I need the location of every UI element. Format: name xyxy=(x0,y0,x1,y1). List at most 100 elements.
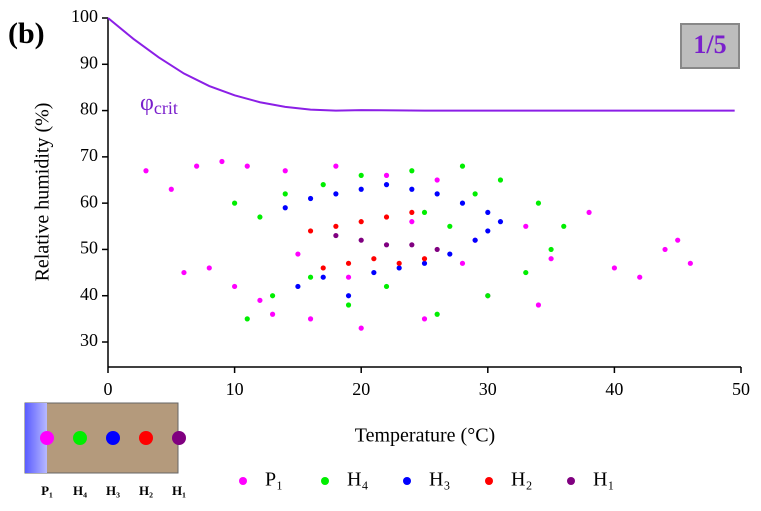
x-tick-label: 40 xyxy=(605,379,623,399)
legend-marker xyxy=(321,477,329,485)
point xyxy=(244,316,250,322)
point xyxy=(295,283,301,290)
point xyxy=(687,260,693,266)
point xyxy=(535,200,542,206)
point xyxy=(371,269,377,276)
point xyxy=(232,200,238,206)
point xyxy=(307,274,314,280)
point xyxy=(282,191,288,197)
point xyxy=(459,200,466,206)
point xyxy=(447,251,453,257)
inset-wall xyxy=(25,403,47,473)
point xyxy=(434,191,440,197)
inset-label: H₃ xyxy=(106,483,120,498)
y-tick-label: 60 xyxy=(80,191,98,211)
x-tick-label: 20 xyxy=(352,379,370,399)
legend-label: H₁ xyxy=(593,469,614,491)
point xyxy=(523,269,529,276)
point xyxy=(219,158,225,165)
point xyxy=(383,172,390,178)
legend-marker xyxy=(239,477,247,485)
y-tick-label: 30 xyxy=(80,330,98,350)
inset-label: P₁ xyxy=(41,483,53,498)
point xyxy=(320,182,326,188)
point xyxy=(637,274,643,280)
point xyxy=(269,293,276,299)
y-tick-label: 90 xyxy=(80,52,98,72)
point xyxy=(497,219,504,225)
line xyxy=(107,17,735,112)
point xyxy=(548,246,554,253)
point xyxy=(409,186,415,192)
inset-dot xyxy=(139,431,153,445)
y-tick-label: 100 xyxy=(71,6,98,26)
point xyxy=(396,260,402,266)
point xyxy=(561,223,567,229)
point xyxy=(307,316,314,322)
y-tick-label: 70 xyxy=(80,145,98,165)
point xyxy=(282,205,288,211)
point xyxy=(181,269,187,276)
point xyxy=(611,265,618,271)
x-tick-label: 10 xyxy=(226,379,244,399)
point xyxy=(675,237,681,243)
point xyxy=(307,195,314,202)
point xyxy=(434,311,440,317)
point xyxy=(383,214,390,220)
y-axis-label: Relative humidity (%) xyxy=(32,103,54,282)
inset-dot xyxy=(106,431,120,445)
point xyxy=(409,168,415,174)
point xyxy=(206,265,212,271)
point xyxy=(409,242,415,248)
point xyxy=(409,209,415,216)
legend-label: H₂ xyxy=(511,469,532,491)
inset-dot xyxy=(40,431,54,445)
point xyxy=(257,214,263,220)
point xyxy=(320,265,326,271)
y-tick-label: 40 xyxy=(80,284,98,304)
point xyxy=(168,186,174,192)
x-tick-label: 0 xyxy=(104,379,113,399)
point xyxy=(383,242,390,248)
point xyxy=(244,163,250,169)
legend-label: P₁ xyxy=(265,469,283,491)
inset: P₁ H₄ H₃ H₂ H₁ xyxy=(24,402,186,498)
point xyxy=(396,265,402,271)
inset-label: H₂ xyxy=(139,483,153,498)
point xyxy=(485,209,491,216)
point xyxy=(333,163,339,169)
point xyxy=(383,182,390,188)
point xyxy=(662,246,668,253)
annotation: φcrit xyxy=(140,90,178,119)
y-tick-label: 80 xyxy=(80,99,98,119)
point xyxy=(358,219,364,225)
point xyxy=(548,256,554,262)
point xyxy=(307,228,314,234)
point xyxy=(421,209,428,216)
point xyxy=(333,223,339,229)
panel-label: (b) xyxy=(8,17,45,50)
inset-dot xyxy=(172,431,186,445)
point xyxy=(497,177,504,183)
point xyxy=(345,274,352,280)
legend-marker xyxy=(403,477,411,485)
point xyxy=(333,232,339,239)
inset-label: H₄ xyxy=(73,483,87,498)
point xyxy=(383,283,390,290)
point xyxy=(257,297,263,303)
point xyxy=(282,168,288,174)
point xyxy=(459,260,466,266)
point xyxy=(333,191,339,197)
point xyxy=(421,260,428,266)
point xyxy=(586,209,592,216)
point xyxy=(295,251,301,257)
legend-label: H₄ xyxy=(347,469,368,491)
point xyxy=(345,302,352,308)
point xyxy=(269,311,276,317)
point xyxy=(358,237,364,243)
point xyxy=(434,177,440,183)
point xyxy=(358,186,364,192)
point xyxy=(434,246,440,253)
inset-label: H₁ xyxy=(172,483,186,498)
